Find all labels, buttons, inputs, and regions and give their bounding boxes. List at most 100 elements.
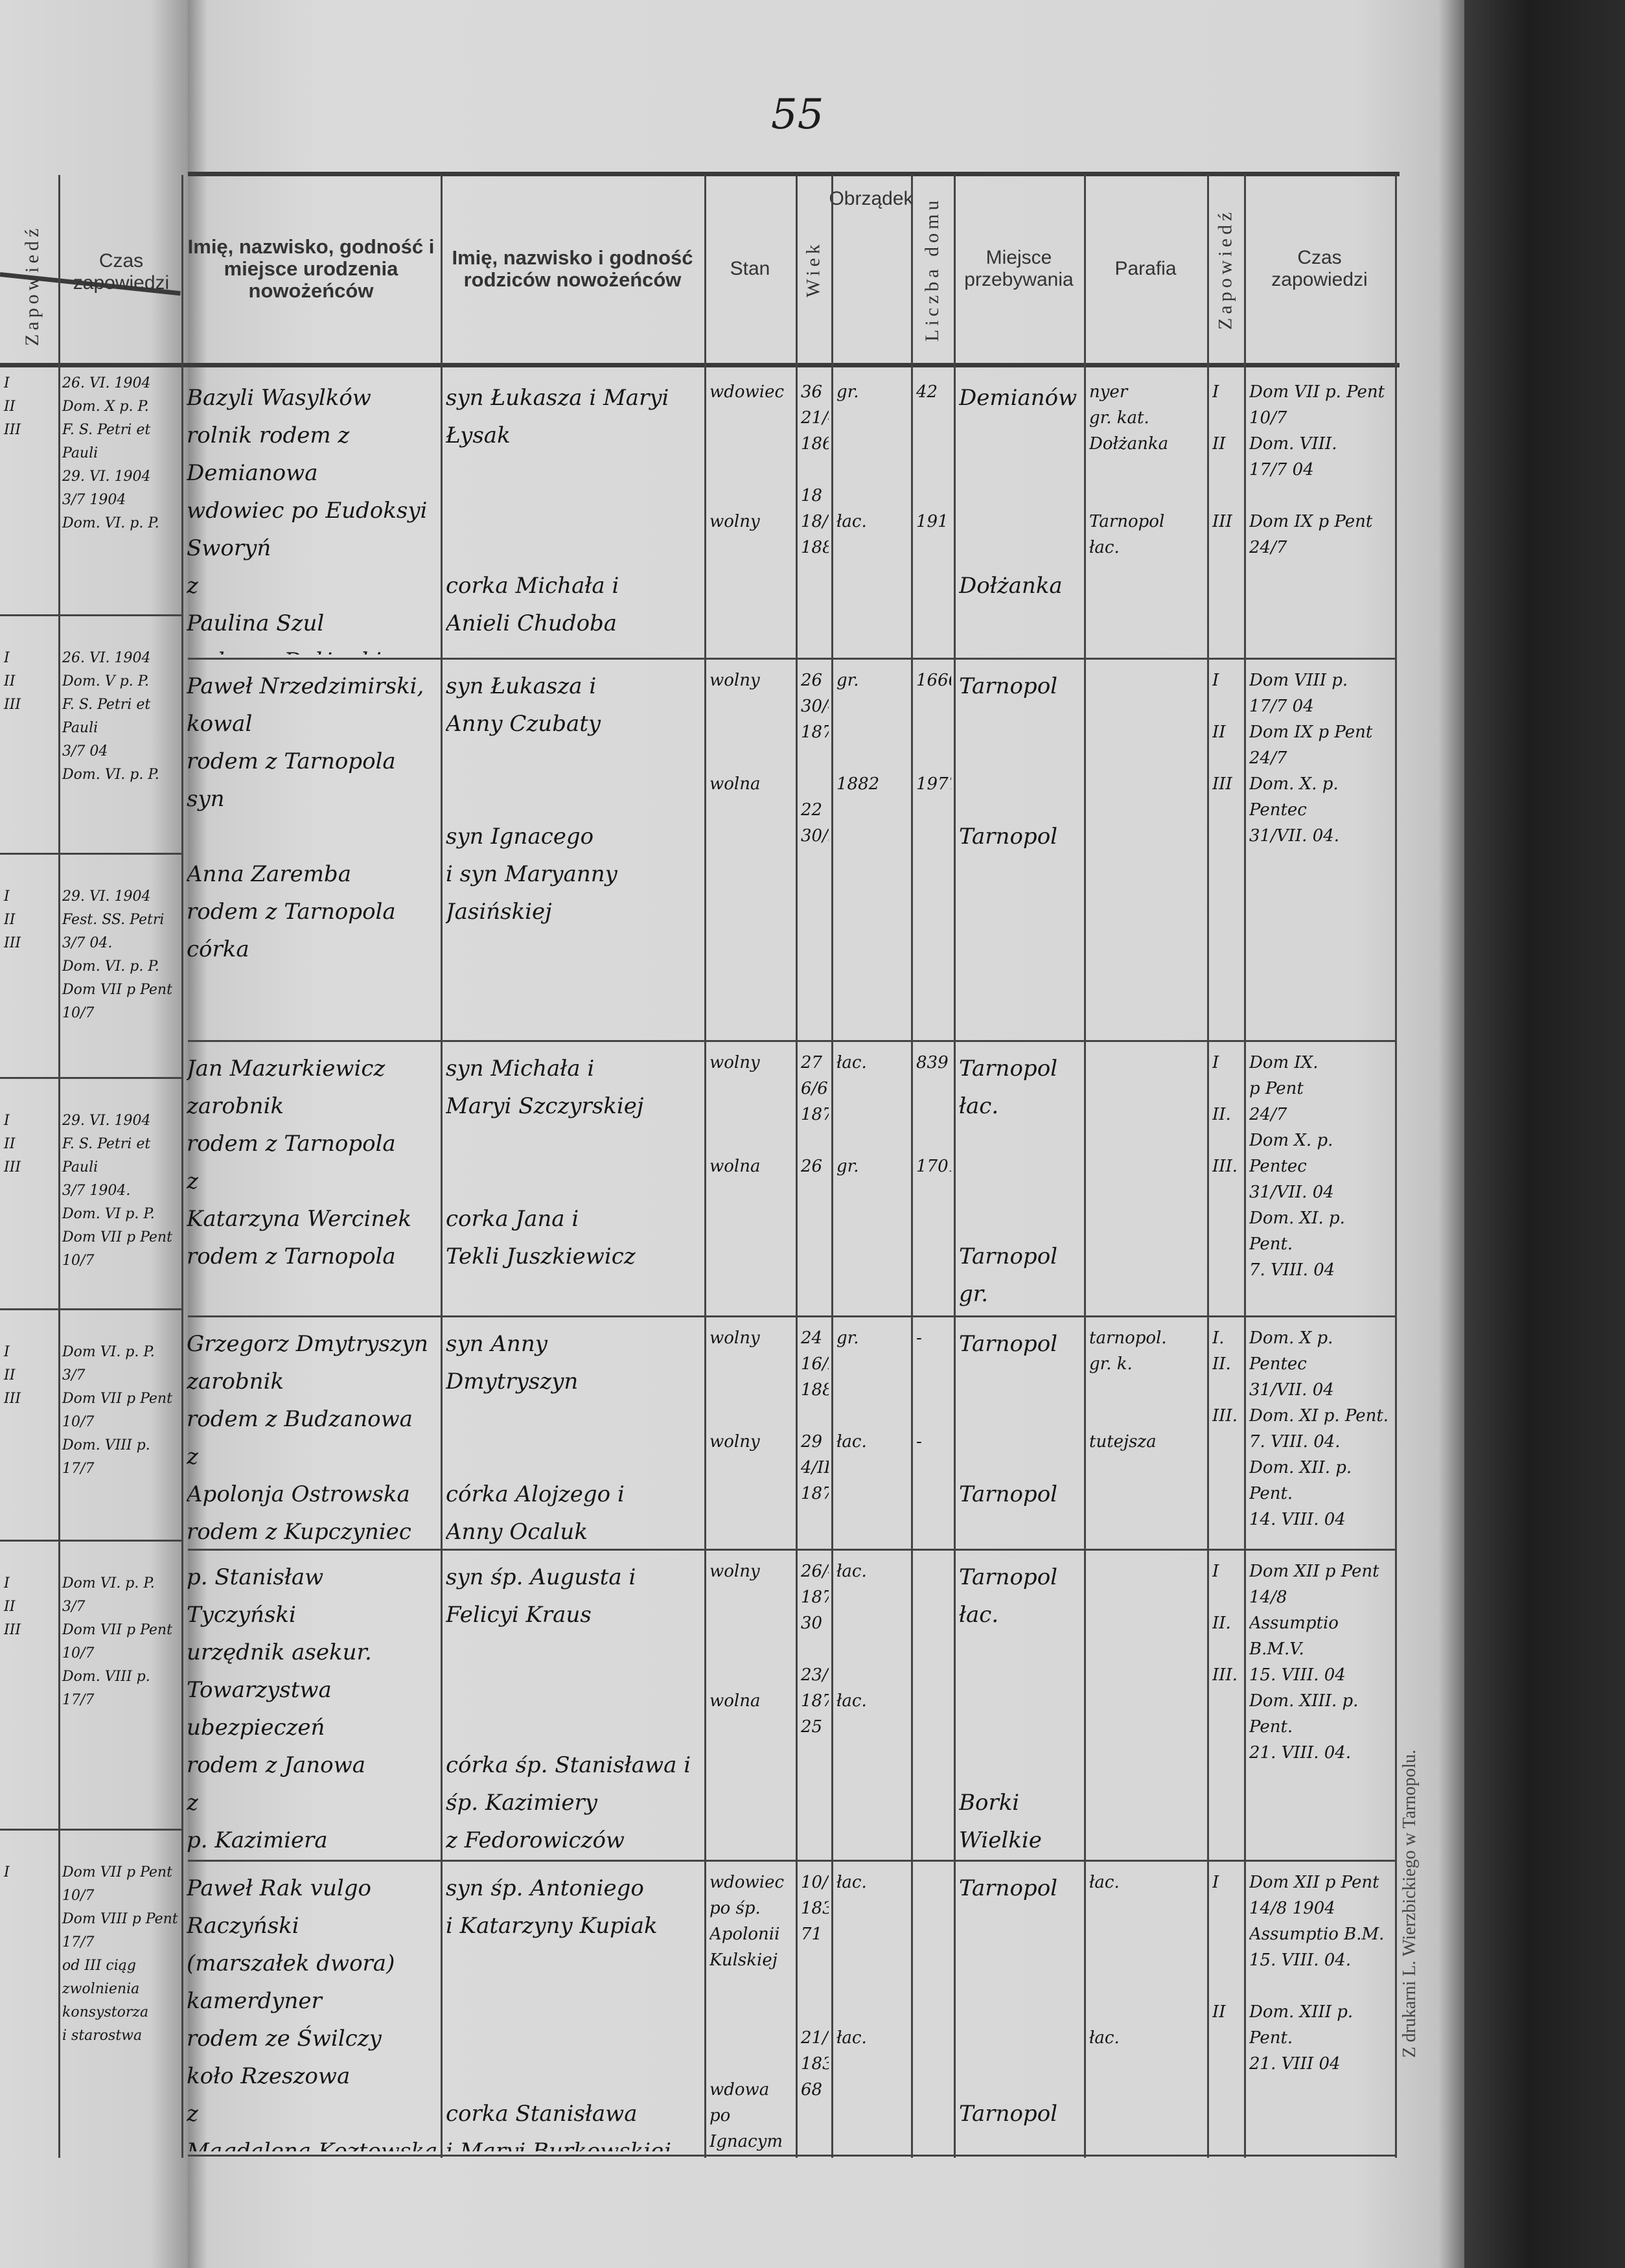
- left-entry-zap: I: [4, 1864, 10, 1880]
- header-bottom-rule: [0, 363, 1400, 367]
- entry-zap: I II. III.: [1212, 1053, 1238, 1176]
- entry-parafia: [1089, 1558, 1204, 1857]
- header-top-rule: [188, 172, 1400, 176]
- column-rule: [441, 175, 443, 2158]
- entry-wiek: 24 16/IV 1880 29 4/II 1875: [801, 1328, 829, 1503]
- entry-obrzadek: łac. łac.: [836, 1562, 867, 1711]
- left-entry-zap: I II III: [4, 650, 21, 713]
- printer-note: Z drukarni L. Wierzbickiego w Tarnopolu.: [1400, 1750, 1420, 2058]
- left-entry-zap: I II III: [4, 1113, 21, 1175]
- row-rule: [188, 2155, 1395, 2157]
- left-entry-czas: 26. VI. 1904 Dom. X p. P. F. S. Petri et…: [62, 375, 159, 531]
- entry-zap: I. II. III.: [1212, 1328, 1238, 1426]
- entry-wiek: 26 30/4 1877 22 30/5: [801, 671, 829, 846]
- entry-parafia: nyer gr. kat. Dołżanka Tarnopol łac.: [1089, 382, 1169, 557]
- entry-miejsce: Tarnopol łac. Tarnopol gr.: [959, 1056, 1058, 1307]
- entry-stan: wolny wolna: [709, 1562, 761, 1711]
- left-row-rule: [0, 853, 181, 855]
- left-entry-czas: Dom VII p Pent 10/7 Dom VIII p Pent 17/7…: [62, 1864, 178, 2044]
- entry-stan: wolny wolna: [709, 671, 761, 794]
- entry-wiek: 26/4 1874 30 23/1 1879 25: [801, 1562, 829, 1737]
- left-row-rule: [0, 1077, 181, 1079]
- entry-obrzadek: łac. łac.: [836, 1873, 867, 2048]
- entry-czas: Dom VII p. Pent 10/7 Dom. VIII. 17/7 04 …: [1249, 382, 1385, 557]
- header-parents: Imię, nazwisko i godność rodziców nowoże…: [452, 246, 693, 291]
- header-obrzadek: Obrządek: [829, 188, 914, 209]
- header-dom: Liczba domu: [921, 196, 943, 341]
- book-cover: [1464, 0, 1625, 2268]
- left-row-rule: [0, 1308, 181, 1310]
- left-entry-zap: I II III: [4, 888, 21, 951]
- entry-dom: 42 191: [916, 382, 949, 531]
- right-page: [188, 0, 1464, 2268]
- entry-zap: I II. III.: [1212, 1562, 1238, 1685]
- column-rule: [1395, 175, 1397, 2158]
- header-stan: Stan: [730, 258, 770, 279]
- entry-names: Grzegorz Dmytryszyn zarobnik rodem z Bud…: [187, 1331, 428, 1545]
- entry-miejsce: Tarnopol Tarnopol: [959, 1875, 1058, 2127]
- entry-zap: I II III: [1212, 382, 1232, 531]
- entry-miejsce: Demianów Dołżanka: [959, 385, 1078, 599]
- column-rule: [704, 175, 706, 2158]
- entry-dom: 1666 1977: [916, 671, 951, 794]
- entry-miejsce: Tarnopol Tarnopol: [959, 1331, 1058, 1507]
- entry-zap: I II III: [1212, 671, 1232, 794]
- left-row-rule: [0, 1829, 181, 1831]
- left-entry-czas: 29. VI. 1904 Fest. SS. Petri 3/7 04. Dom…: [62, 888, 172, 1021]
- row-rule: [188, 658, 1395, 660]
- entry-wiek: 27 6/6 1877 26: [801, 1053, 829, 1176]
- entry-wiek: 10/1 1839 71 21/7 1836 68: [801, 1873, 829, 2100]
- left-row-rule: [0, 1540, 181, 1542]
- row-rule: [188, 1860, 1395, 1862]
- entry-names: Paweł Rak vulgo Raczyński (marszałek dwo…: [187, 1875, 438, 2151]
- entry-names: Bazyli Wasylków rolnik rodem z Demianowa…: [187, 385, 428, 654]
- row-rule: [188, 1549, 1395, 1551]
- entry-parents: syn Michała i Maryi Szczyrskiej corka Ja…: [446, 1056, 644, 1269]
- entry-parents: syn śp. Antoniego i Katarzyny Kupiak cor…: [446, 1875, 671, 2151]
- left-row-rule: [0, 614, 181, 616]
- left-page: [0, 0, 188, 2268]
- entry-parafia: łac. łac.: [1089, 1873, 1120, 2048]
- entry-stan: wdowiec wolny: [709, 382, 785, 531]
- left-entry-czas: Dom VI. p. P. 3/7 Dom VII p Pent 10/7 Do…: [62, 1344, 172, 1477]
- entry-parafia: [1089, 667, 1204, 1037]
- row-rule: [188, 1040, 1395, 1042]
- column-rule: [954, 175, 956, 2158]
- left-header-zapowiedz: Zapowiedź: [21, 224, 43, 346]
- entry-stan: wdowiec po śp. Apolonii Kulskiej wdowa p…: [709, 1873, 785, 2151]
- page-number: 55: [771, 91, 824, 139]
- entry-dom: - -: [916, 1328, 922, 1452]
- entry-names: Jan Mazurkiewicz zarobnik rodem z Tarnop…: [187, 1056, 412, 1269]
- entry-obrzadek: łac. gr.: [836, 1053, 867, 1176]
- entry-dom: [916, 1558, 951, 1857]
- row-rule: [188, 1315, 1395, 1317]
- entry-stan: wolny wolna: [709, 1053, 761, 1176]
- entry-parafia: [1089, 1050, 1204, 1312]
- left-header-czas: Czas zapowiedzi: [73, 250, 170, 294]
- entry-names: Paweł Nrzedzimirski, kowal rodem z Tarno…: [187, 673, 424, 962]
- entry-parents: syn śp. Augusta i Felicyi Kraus córka śp…: [446, 1564, 691, 1853]
- column-rule: [911, 175, 913, 2158]
- entry-stan: wolny wolny: [709, 1328, 760, 1452]
- column-rule: [1084, 175, 1086, 2158]
- entry-parents: syn Łukasza i Anny Czubaty syn Ignacego …: [446, 673, 617, 925]
- left-entry-zap: I II III: [4, 1575, 21, 1638]
- entry-czas: Dom VIII p. 17/7 04 Dom IX p Pent 24/7 D…: [1249, 671, 1373, 846]
- left-entry-zap: I II III: [4, 1344, 21, 1407]
- entry-zap: I II: [1212, 1873, 1226, 2022]
- column-rule: [1244, 175, 1246, 2158]
- header-parafia: Parafia: [1114, 258, 1177, 279]
- entry-names: p. Stanisław Tyczyński urzędnik asekur. …: [187, 1564, 372, 1853]
- header-czas: Czas zapowiedzi: [1271, 247, 1368, 290]
- header-zap: Zapowiedź: [1214, 208, 1236, 330]
- left-entry-czas: Dom VI. p. P. 3/7 Dom VII p Pent 10/7 Do…: [62, 1575, 172, 1708]
- header-names: Imię, nazwisko, godność i miejsce urodze…: [187, 235, 435, 302]
- entry-miejsce: Tarnopol łac. Borki Wielkie łac.: [959, 1564, 1058, 1853]
- column-rule: [1207, 175, 1209, 2158]
- column-rule: [181, 175, 183, 2158]
- entry-dom: [916, 1869, 951, 2151]
- entry-parents: syn Anny Dmytryszyn córka Alojzego i Ann…: [446, 1331, 625, 1545]
- column-rule: [58, 175, 60, 2158]
- entry-obrzadek: gr. łac.: [836, 1328, 867, 1452]
